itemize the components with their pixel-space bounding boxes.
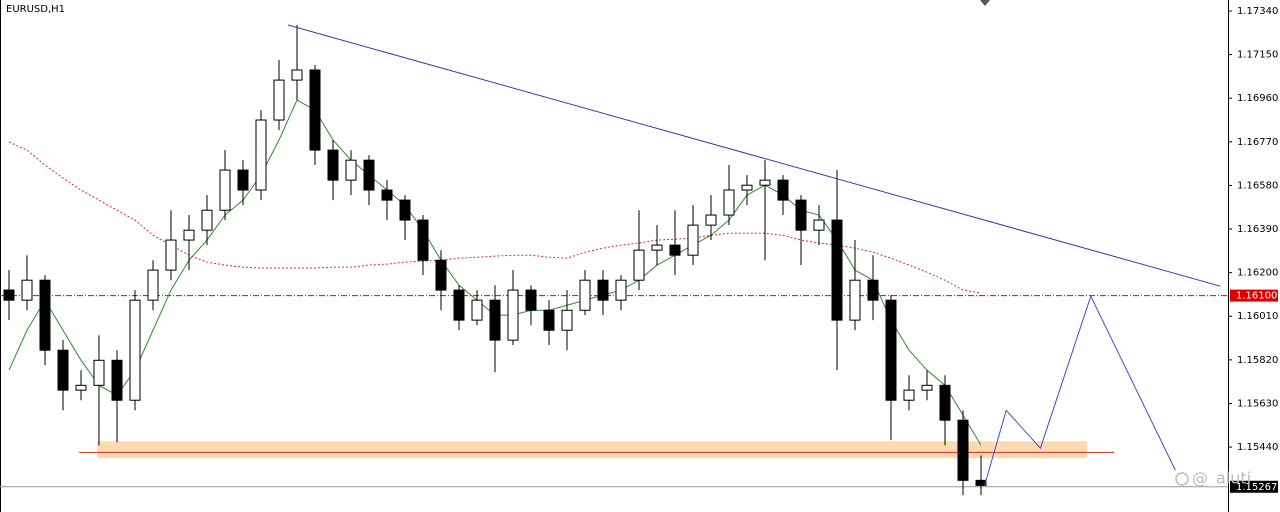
candle-body [327,149,339,181]
level-label: 1.15267 [1236,482,1277,493]
candle-body [93,359,105,386]
level-label-box [1230,289,1278,302]
candle-body [57,349,69,391]
support-zone [97,441,1088,459]
y-tick-label: 1.16770 [1237,137,1278,148]
candle-body [291,69,303,81]
y-tick-label: 1.15440 [1237,442,1278,453]
candle-body [921,384,933,391]
candle-body [3,289,15,301]
candle-body [543,309,555,331]
y-tick-label: 1.16960 [1237,93,1278,104]
candle-body [273,79,285,121]
candle-body [903,389,915,401]
candle-body [165,239,177,271]
y-tick-label: 1.16200 [1237,268,1278,279]
candle-body [975,479,987,486]
candle-body [75,384,87,391]
candle-body [723,189,735,216]
candle-body [687,224,699,256]
drawn-line [287,24,1221,287]
chart-title: EURUSD,H1 [6,4,65,15]
candle-body [561,309,573,331]
y-tick-label: 1.16390 [1237,224,1278,235]
candle-body [147,269,159,301]
candle-body [453,289,465,321]
candle-body [759,179,771,186]
y-tick-label: 1.17340 [1237,6,1278,17]
drawn-line [984,294,1176,486]
candle-body [651,244,663,251]
candle-body [795,199,807,231]
watermark: @_aluti [1192,469,1251,489]
candle-body [489,299,501,341]
candle-body [957,419,969,481]
candle-body [399,199,411,221]
candle-body [345,159,357,181]
candle-body [831,219,843,321]
candle-body [129,299,141,401]
candle-body [255,119,267,191]
candle-body [21,279,33,301]
candle-body [741,184,753,191]
candle-body [705,214,717,226]
candle-body [669,244,681,256]
watermark-icon [1175,472,1189,486]
candle-body [39,279,51,351]
y-tick-label: 1.15630 [1237,398,1278,409]
candle-body [111,359,123,401]
level-label: 1.16100 [1236,291,1277,302]
candle-body [417,219,429,261]
candle-body [435,259,447,291]
candle-body [363,159,375,191]
candle-body [597,279,609,301]
candle-body [219,169,231,211]
y-tick-label: 1.16010 [1237,311,1278,322]
candle-body [507,289,519,341]
candle-body [885,299,897,401]
candle-body [867,279,879,301]
candle-body [777,179,789,201]
candle-body [201,209,213,231]
y-tick-label: 1.17150 [1237,50,1278,61]
candle-body [237,169,249,191]
candle-body [633,249,645,281]
candle-body [849,279,861,321]
level-label-box [1230,480,1278,493]
candle-body [309,69,321,151]
y-tick-label: 1.16580 [1237,180,1278,191]
candle-body [939,384,951,421]
candle-body [471,299,483,321]
candle-body [615,279,627,301]
candle-body [525,289,537,311]
candle-body [579,279,591,311]
candle-body [813,219,825,231]
shift-marker [980,0,990,6]
candle-body [183,229,195,241]
y-tick-label: 1.15820 [1237,355,1278,366]
candle-body [381,189,393,201]
